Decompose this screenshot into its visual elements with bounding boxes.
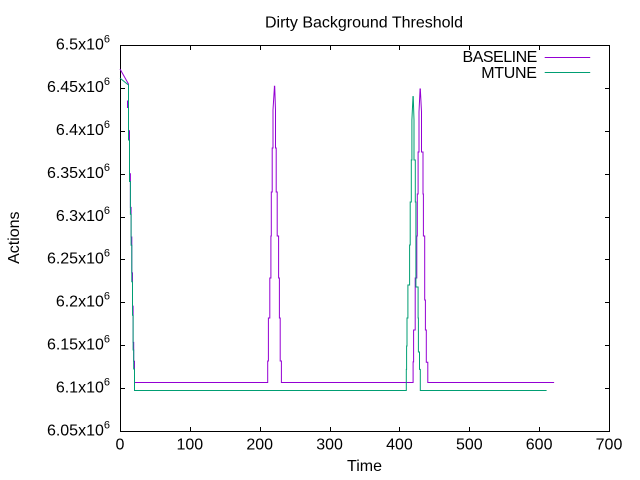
- svg-text:700: 700: [596, 437, 623, 454]
- svg-text:6.4x106: 6.4x106: [56, 119, 110, 139]
- svg-text:6.15x106: 6.15x106: [47, 334, 110, 354]
- svg-text:Dirty Background Threshold: Dirty Background Threshold: [265, 14, 463, 31]
- svg-text:Actions: Actions: [6, 211, 23, 263]
- svg-text:6.35x106: 6.35x106: [47, 162, 110, 182]
- svg-text:6.1x106: 6.1x106: [56, 376, 110, 396]
- svg-text:6.5x106: 6.5x106: [56, 33, 110, 53]
- svg-text:400: 400: [386, 437, 413, 454]
- svg-text:6.25x106: 6.25x106: [47, 248, 110, 268]
- svg-text:BASELINE: BASELINE: [463, 49, 537, 66]
- svg-text:6.05x106: 6.05x106: [47, 419, 110, 439]
- svg-text:200: 200: [246, 437, 273, 454]
- svg-text:6.3x106: 6.3x106: [56, 205, 110, 225]
- svg-text:100: 100: [177, 437, 204, 454]
- svg-text:600: 600: [526, 437, 553, 454]
- svg-text:Time: Time: [347, 458, 382, 475]
- svg-text:MTUNE: MTUNE: [481, 65, 536, 82]
- svg-text:300: 300: [316, 437, 343, 454]
- svg-text:0: 0: [116, 437, 125, 454]
- svg-text:500: 500: [456, 437, 483, 454]
- svg-text:6.2x106: 6.2x106: [56, 291, 110, 311]
- svg-text:6.45x106: 6.45x106: [47, 76, 110, 96]
